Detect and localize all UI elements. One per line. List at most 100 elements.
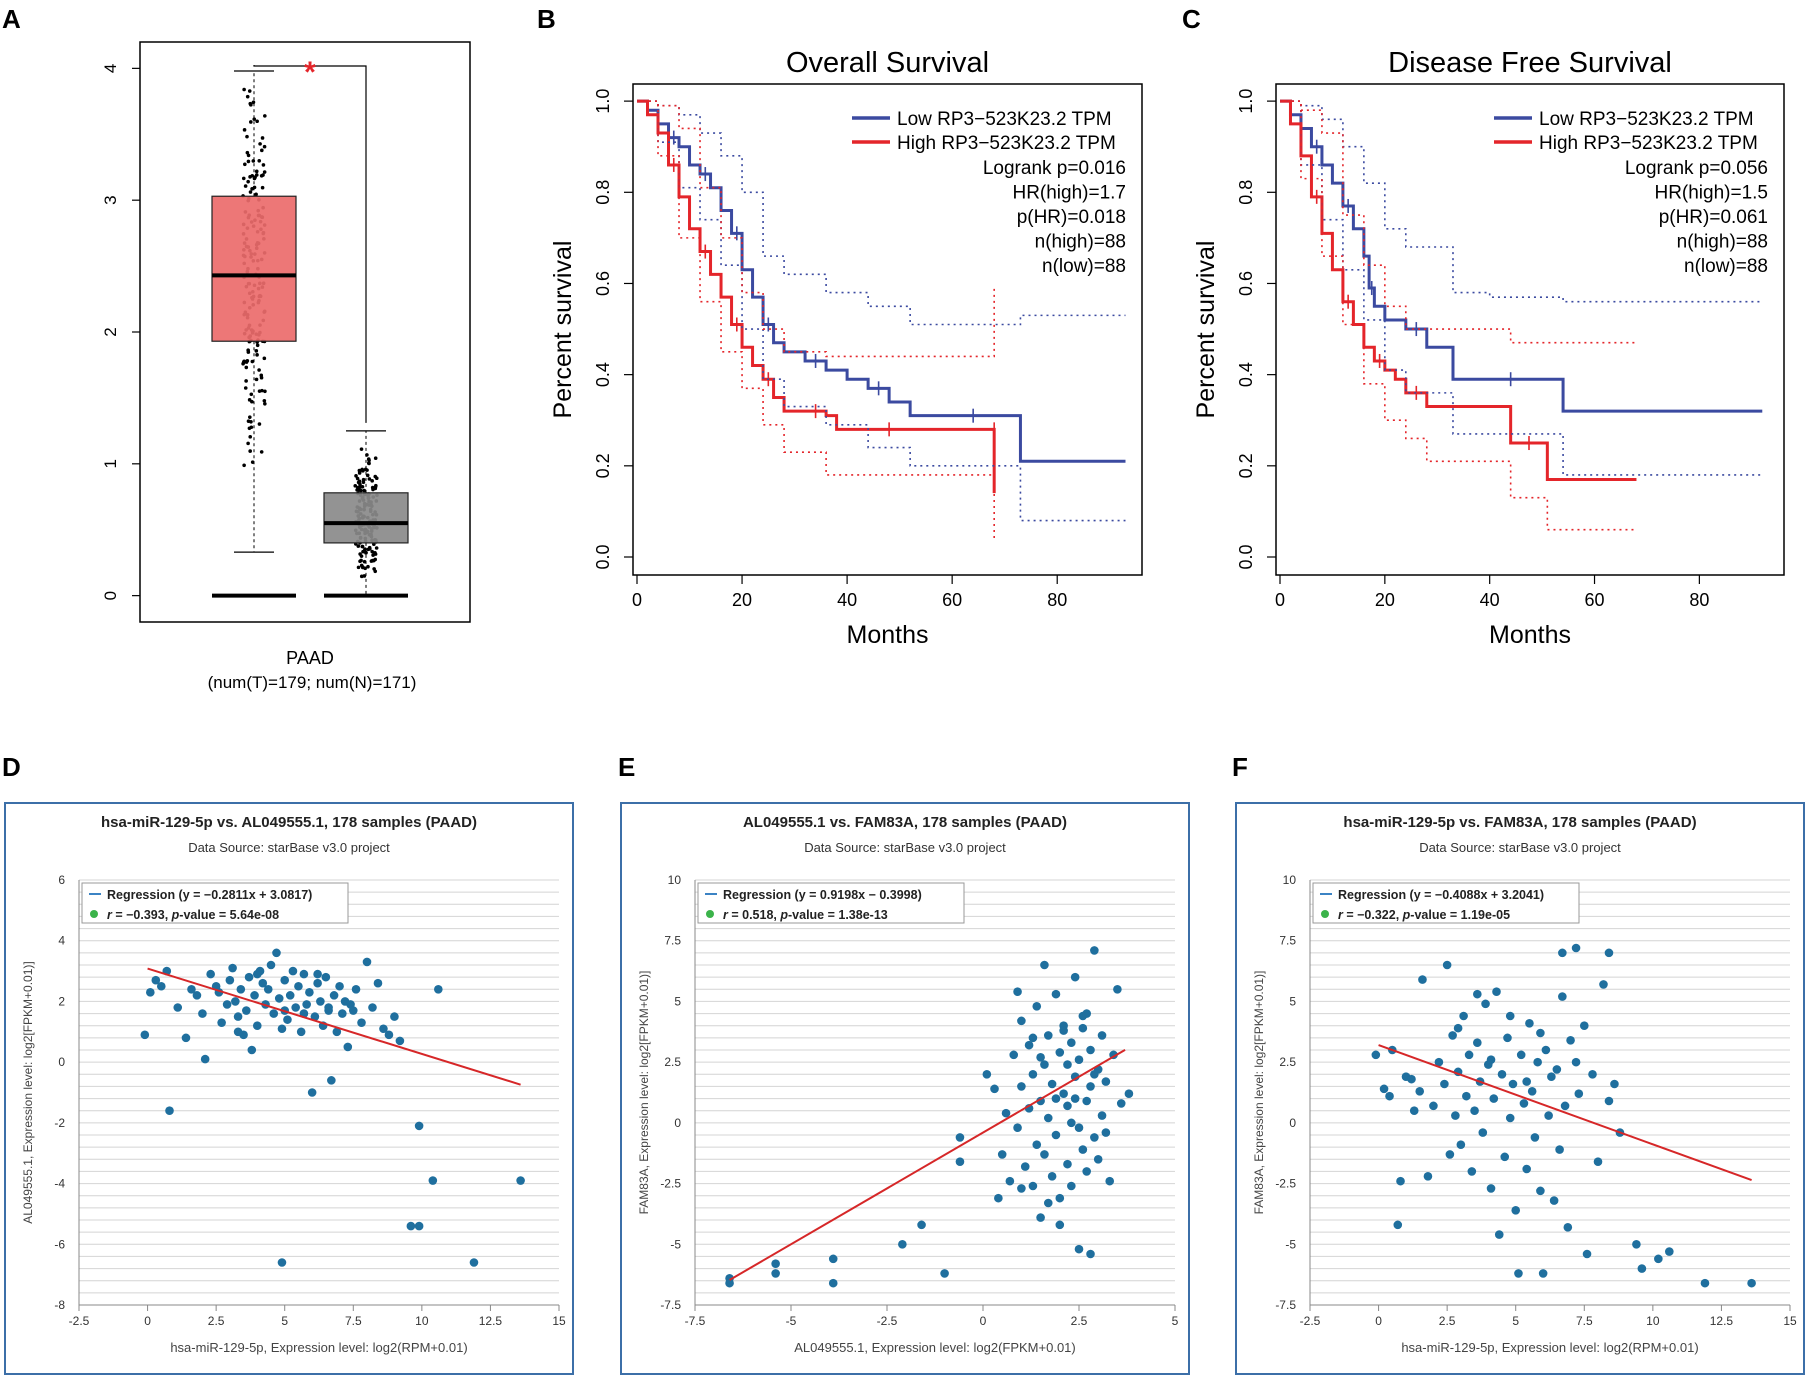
y-tick-label: 1.0 bbox=[593, 89, 613, 114]
panel-f-scatter: hsa-miR-129-5p vs. FAM83A, 178 samples (… bbox=[1252, 814, 1797, 1355]
jitter-point bbox=[262, 398, 267, 403]
data-point bbox=[1063, 1159, 1072, 1169]
data-point bbox=[222, 1000, 232, 1009]
jitter-point bbox=[243, 184, 248, 188]
panel-letter-d: D bbox=[2, 752, 21, 782]
data-point bbox=[272, 948, 281, 958]
data-point bbox=[1101, 1128, 1111, 1137]
panel-letter-b: B bbox=[537, 4, 556, 34]
data-point bbox=[156, 981, 166, 991]
jitter-point bbox=[243, 386, 248, 390]
jitter-point bbox=[257, 368, 261, 372]
x-axis-label: hsa-miR-129-5p, Expression level: log2(R… bbox=[1401, 1340, 1698, 1355]
y-tick-label: -7.5 bbox=[660, 1298, 681, 1312]
data-point bbox=[1097, 1031, 1107, 1040]
legend-dot-swatch bbox=[706, 910, 714, 918]
data-point bbox=[1514, 1269, 1523, 1278]
jitter-point bbox=[361, 477, 366, 482]
panel-letter-e: E bbox=[618, 752, 636, 782]
legend-stat-part: = 0.518, bbox=[728, 908, 780, 922]
legend-high: High RP3−523K23.2 TPM bbox=[1539, 133, 1758, 154]
y-tick-label: 0.6 bbox=[593, 271, 613, 296]
data-point bbox=[1385, 1091, 1394, 1101]
y-axis-label: FAM83A, Expression level: log2[FPKM+0.01… bbox=[1252, 971, 1266, 1215]
data-point bbox=[434, 984, 443, 994]
data-point bbox=[1013, 1123, 1022, 1133]
jitter-point bbox=[356, 565, 361, 570]
jitter-point bbox=[249, 392, 254, 397]
y-axis-label: Percent survival bbox=[1192, 241, 1220, 419]
x-tick-label: 5 bbox=[1512, 1314, 1519, 1328]
data-point bbox=[1101, 1077, 1111, 1086]
regression-line bbox=[147, 967, 521, 1086]
jitter-point bbox=[260, 185, 265, 190]
data-point bbox=[384, 1030, 394, 1040]
x-tick-label: 40 bbox=[1480, 590, 1500, 610]
panel-a-boxplot: 0 1 2 3 4 * PAAD (num(T)=179; num(N)=171) bbox=[101, 41, 471, 692]
panel-b-survival: Overall Survival 0.0 0.2 0.4 0.6 0.8 1.0 0 20 40 6… bbox=[549, 47, 1143, 649]
data-point bbox=[1116, 1099, 1126, 1108]
y-tick-label: -2.5 bbox=[1275, 1177, 1296, 1191]
data-point bbox=[1097, 1111, 1107, 1120]
jitter-point bbox=[356, 485, 360, 490]
data-point bbox=[1082, 1096, 1091, 1106]
data-point bbox=[1429, 1101, 1438, 1111]
data-point bbox=[1423, 1171, 1433, 1181]
jitter-point bbox=[374, 546, 379, 550]
survival-line-high bbox=[1280, 99, 1637, 481]
jitter-point bbox=[257, 389, 262, 393]
jitter-point bbox=[258, 142, 262, 146]
jitter-point bbox=[252, 117, 257, 121]
jitter-point bbox=[367, 477, 372, 481]
data-point bbox=[1051, 989, 1061, 999]
jitter-point bbox=[359, 488, 363, 493]
jitter-point bbox=[250, 399, 254, 404]
legend-regression: Regression (y = −0.4088x + 3.2041) bbox=[1338, 888, 1544, 902]
data-point bbox=[1393, 1220, 1403, 1230]
x-tick-label: 10 bbox=[415, 1314, 429, 1328]
jitter-point bbox=[251, 100, 256, 105]
legend-stat-part: r bbox=[1338, 908, 1344, 922]
y-tick-label: 7.5 bbox=[664, 934, 681, 948]
data-point bbox=[1001, 1108, 1011, 1118]
confidence-band bbox=[637, 100, 995, 539]
data-point bbox=[200, 1054, 210, 1064]
chart-title: hsa-miR-129-5p vs. FAM83A, 178 samples (… bbox=[1343, 814, 1696, 831]
data-point bbox=[1090, 1069, 1099, 1079]
chart-title: AL049555.1 vs. FAM83A, 178 samples (PAAD… bbox=[743, 814, 1067, 831]
regression-line bbox=[1378, 1044, 1752, 1182]
data-point bbox=[231, 997, 240, 1006]
panel-c-survival: Disease Free Survival 0.0 0.2 0.4 0.6 0.8 1.0 0… bbox=[1192, 47, 1785, 649]
data-point bbox=[1036, 1052, 1045, 1062]
data-point bbox=[828, 1278, 838, 1288]
data-point bbox=[1462, 1091, 1471, 1101]
x-tick-label: 20 bbox=[1375, 590, 1395, 610]
legend-stat-part: r bbox=[723, 908, 729, 922]
data-point bbox=[1508, 1079, 1518, 1089]
x-tick-label: -2.5 bbox=[877, 1314, 898, 1328]
data-point bbox=[1093, 1154, 1103, 1164]
jitter-point bbox=[357, 471, 362, 475]
confidence-band bbox=[1280, 100, 1637, 531]
data-point bbox=[302, 1000, 311, 1009]
data-point bbox=[187, 984, 196, 994]
stat-line: n(low)=88 bbox=[1042, 256, 1126, 277]
jitter-point bbox=[353, 484, 358, 488]
y-tick-label: 1.0 bbox=[1236, 89, 1256, 114]
data-point bbox=[1070, 1094, 1080, 1103]
data-point bbox=[990, 1084, 999, 1094]
data-point bbox=[1547, 1072, 1556, 1082]
jitter-point bbox=[254, 169, 259, 174]
data-point bbox=[1654, 1254, 1663, 1264]
data-point bbox=[1017, 1082, 1026, 1091]
jitter-point bbox=[368, 547, 372, 551]
data-point bbox=[1067, 1038, 1076, 1048]
jitter-point bbox=[241, 361, 245, 366]
data-point bbox=[1047, 1079, 1057, 1089]
jitter-point bbox=[370, 479, 374, 483]
data-point bbox=[313, 978, 322, 988]
data-point bbox=[368, 1003, 377, 1012]
data-point bbox=[1552, 1065, 1562, 1074]
data-point bbox=[1519, 1099, 1529, 1108]
x-axis-label: hsa-miR-129-5p, Expression level: log2(R… bbox=[170, 1340, 467, 1355]
